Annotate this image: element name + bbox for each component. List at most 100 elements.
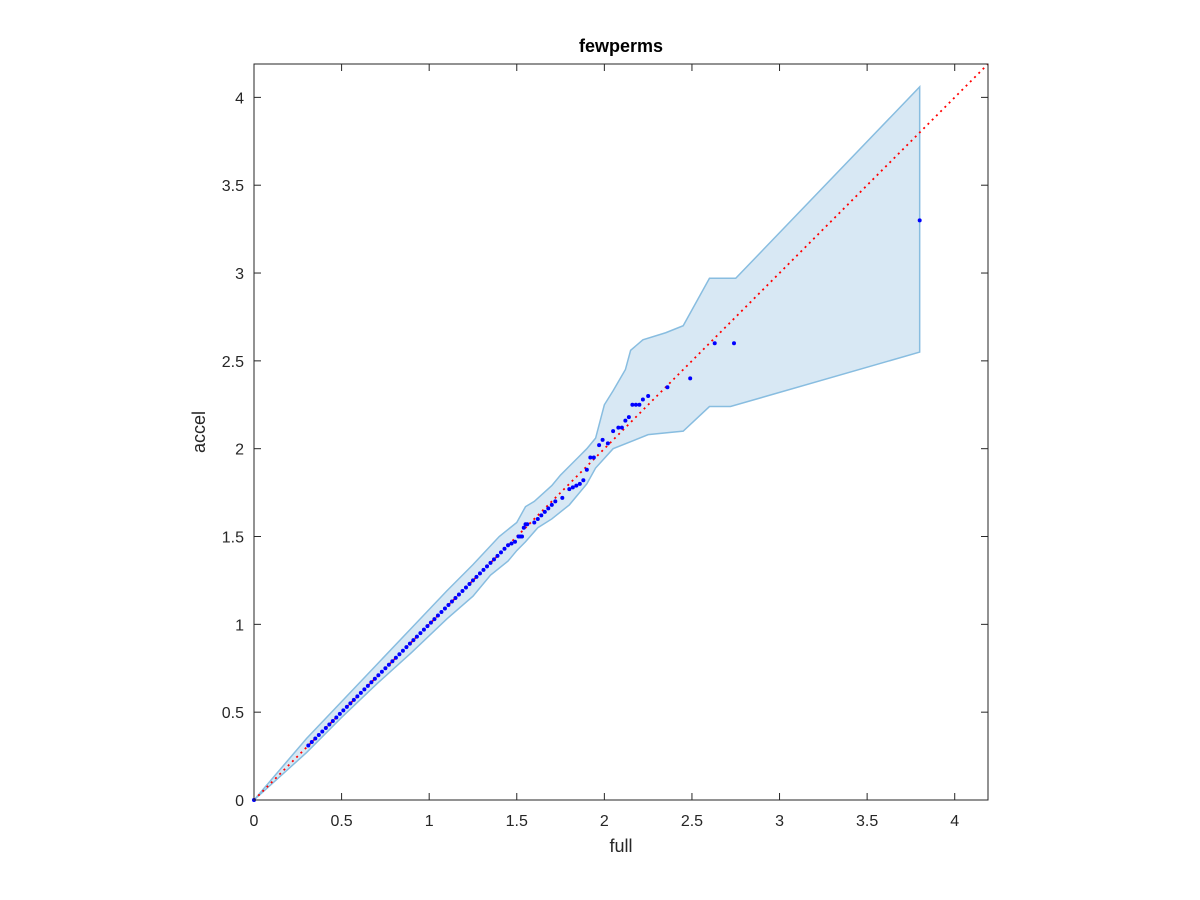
data-point — [619, 425, 624, 430]
data-point — [495, 553, 500, 558]
x-tick-label: 3.5 — [856, 813, 878, 830]
data-point — [355, 694, 360, 699]
data-point — [491, 557, 496, 562]
data-point — [421, 627, 426, 632]
data-point — [499, 550, 504, 555]
data-point — [581, 478, 586, 483]
data-point — [542, 509, 547, 514]
data-point — [306, 743, 311, 748]
data-point — [633, 402, 638, 407]
data-point — [386, 662, 391, 667]
data-point — [362, 687, 367, 692]
y-tick-label: 3 — [235, 266, 244, 283]
data-point — [520, 534, 525, 539]
data-point — [640, 397, 645, 402]
data-point — [453, 595, 458, 600]
data-point — [605, 441, 610, 446]
x-tick-label: 3 — [775, 813, 784, 830]
x-axis-ticks: 0 0.5 1 1.5 2 2.5 3 3.5 4 — [250, 64, 959, 830]
data-point — [428, 620, 433, 625]
data-point — [323, 725, 328, 730]
y-tick-label: 1.5 — [222, 530, 244, 547]
y-tick-label: 2.5 — [222, 354, 244, 371]
data-point — [390, 659, 395, 664]
data-point — [320, 729, 325, 734]
data-point — [351, 697, 356, 702]
data-point — [330, 718, 335, 723]
x-tick-label: 0.5 — [330, 813, 352, 830]
data-point — [584, 467, 589, 472]
data-point — [439, 610, 444, 615]
data-point — [549, 502, 554, 507]
data-point — [470, 578, 475, 583]
data-point — [411, 638, 416, 643]
data-point — [567, 487, 572, 492]
data-point — [570, 485, 575, 490]
data-point — [626, 415, 631, 420]
data-point — [316, 733, 321, 738]
data-point — [591, 455, 596, 460]
data-point — [313, 736, 318, 741]
data-point — [414, 634, 419, 639]
data-point — [379, 669, 384, 674]
data-point — [646, 393, 651, 398]
data-point — [712, 341, 717, 346]
data-point — [327, 722, 332, 727]
data-point — [597, 443, 602, 448]
y-tick-label: 2 — [235, 442, 244, 459]
data-point — [393, 655, 398, 660]
plot-area — [252, 63, 989, 802]
data-point — [506, 543, 511, 548]
data-point — [588, 455, 593, 460]
data-point — [560, 495, 565, 500]
y-tick-label: 0 — [235, 793, 244, 810]
y-axis-ticks: 0 0.5 1 1.5 2 2.5 3 3.5 4 — [222, 90, 988, 810]
data-point — [623, 418, 628, 423]
data-point — [365, 683, 370, 688]
data-point — [467, 581, 472, 586]
x-tick-label: 0 — [250, 813, 259, 830]
data-point — [535, 516, 540, 521]
data-point — [400, 648, 405, 653]
data-point — [637, 402, 642, 407]
data-point — [337, 711, 342, 716]
data-point — [460, 588, 465, 593]
confidence-band — [253, 84, 921, 801]
data-point — [502, 546, 507, 551]
data-point — [481, 567, 486, 572]
x-tick-label: 2.5 — [681, 813, 703, 830]
data-point — [442, 606, 447, 611]
data-point — [521, 525, 526, 530]
data-point — [509, 541, 514, 546]
chart-title: fewperms — [579, 36, 663, 56]
data-point — [334, 715, 339, 720]
y-tick-label: 4 — [235, 90, 244, 107]
x-tick-label: 2 — [600, 813, 609, 830]
data-point — [383, 666, 388, 671]
x-tick-label: 1 — [425, 813, 434, 830]
data-point — [435, 613, 440, 618]
data-point — [630, 402, 635, 407]
data-point — [574, 483, 579, 488]
data-point — [731, 341, 736, 346]
x-tick-label: 1.5 — [506, 813, 528, 830]
data-point — [525, 522, 530, 527]
data-point — [369, 680, 374, 685]
data-point — [407, 641, 412, 646]
data-point — [546, 506, 551, 511]
data-point — [474, 574, 479, 579]
data-point — [397, 652, 402, 657]
data-point — [341, 708, 346, 713]
data-point — [358, 690, 363, 695]
y-tick-label: 0.5 — [222, 705, 244, 722]
data-point — [446, 603, 451, 608]
data-point — [309, 740, 314, 745]
data-point — [376, 673, 381, 678]
x-axis-label: full — [609, 836, 632, 856]
data-point — [553, 499, 558, 504]
data-point — [425, 624, 430, 629]
y-axis-label: accel — [189, 411, 209, 453]
y-tick-label: 3.5 — [222, 178, 244, 195]
data-point — [665, 385, 670, 390]
data-point — [600, 437, 605, 442]
